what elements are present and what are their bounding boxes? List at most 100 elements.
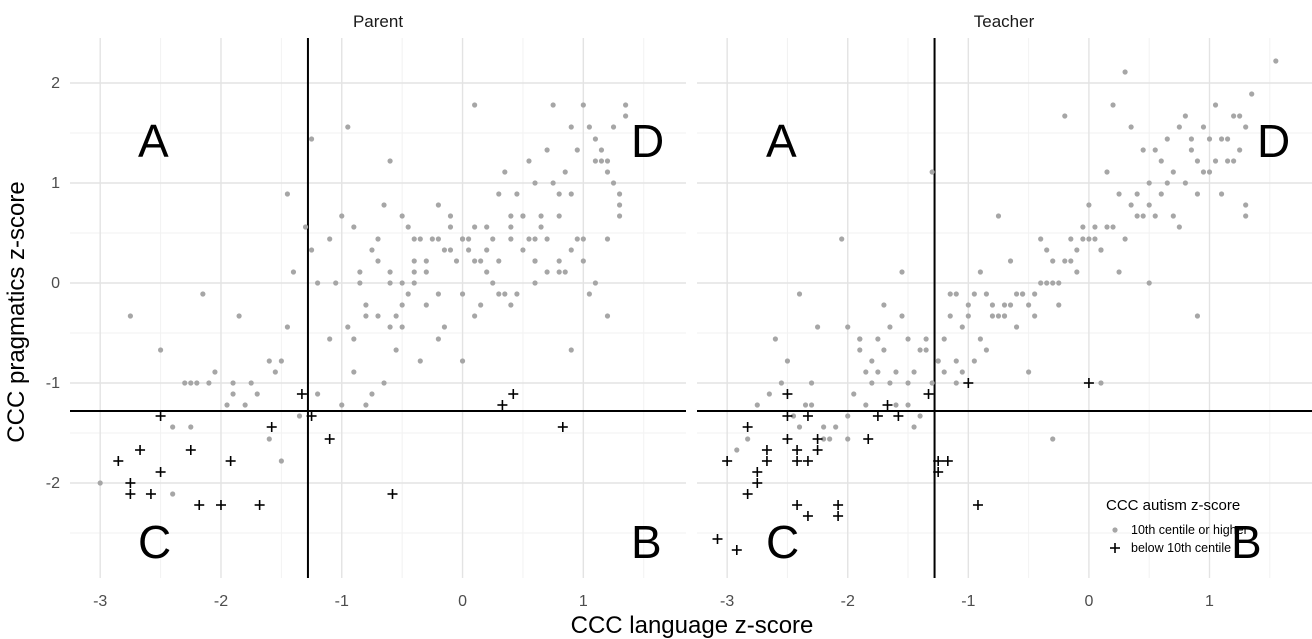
data-point xyxy=(1146,202,1152,208)
data-point xyxy=(568,124,574,130)
data-point xyxy=(447,213,454,219)
data-point xyxy=(796,291,803,297)
y-tick-label: 0 xyxy=(51,275,60,292)
data-point xyxy=(995,213,1002,219)
data-point-below-centile xyxy=(893,411,904,421)
data-point xyxy=(339,213,345,219)
data-point xyxy=(917,347,923,353)
data-point xyxy=(351,336,357,342)
data-point xyxy=(1134,191,1140,197)
data-point xyxy=(574,236,580,242)
data-point xyxy=(405,224,411,230)
data-point xyxy=(1050,258,1056,264)
data-point xyxy=(784,358,791,364)
data-point xyxy=(983,347,990,353)
data-point-below-centile xyxy=(254,500,265,510)
y-tick-label: -1 xyxy=(46,375,60,392)
x-axis-ticks: -3 -2 -1 0 1 -3 -2 -1 0 1 xyxy=(93,593,1214,610)
data-point xyxy=(538,224,544,230)
points xyxy=(97,102,629,510)
data-point-below-centile xyxy=(185,445,196,455)
data-point xyxy=(1200,124,1207,130)
data-point xyxy=(929,380,935,386)
data-point xyxy=(242,402,248,408)
data-point xyxy=(734,447,740,453)
data-point xyxy=(188,424,194,430)
quadrant-label-c: C xyxy=(766,516,799,568)
data-point xyxy=(520,213,526,219)
data-point xyxy=(459,236,466,242)
data-point xyxy=(508,213,514,219)
data-point xyxy=(441,324,448,330)
data-point xyxy=(941,369,947,375)
data-point-below-centile xyxy=(508,389,519,399)
data-point-below-centile xyxy=(863,434,874,444)
data-point xyxy=(1146,280,1152,286)
data-point xyxy=(592,136,599,142)
data-point xyxy=(484,269,490,275)
legend-plus-marker xyxy=(1110,543,1120,553)
data-point xyxy=(1176,124,1182,130)
data-point xyxy=(623,113,629,119)
data-point xyxy=(887,380,893,386)
data-point xyxy=(472,258,478,264)
data-point xyxy=(965,313,971,319)
data-point xyxy=(778,380,785,386)
data-point-below-centile xyxy=(792,456,803,466)
data-point xyxy=(1104,169,1110,175)
data-point xyxy=(157,347,164,353)
data-point xyxy=(1062,258,1068,264)
data-point-below-centile xyxy=(802,456,813,466)
data-point xyxy=(905,402,911,408)
data-point xyxy=(1249,91,1255,97)
data-point xyxy=(1158,191,1164,197)
data-point xyxy=(399,302,405,308)
data-point xyxy=(429,236,435,242)
data-point xyxy=(796,424,803,430)
data-point-below-centile xyxy=(782,411,793,421)
data-point xyxy=(435,202,441,208)
data-point-below-centile xyxy=(1083,378,1094,388)
data-point xyxy=(230,391,236,397)
data-point xyxy=(447,247,454,253)
data-point xyxy=(1062,113,1068,119)
data-point xyxy=(1164,136,1170,142)
data-point xyxy=(484,247,490,253)
data-point-below-centile xyxy=(923,389,934,399)
data-point xyxy=(97,480,103,486)
data-point xyxy=(520,247,526,253)
data-point xyxy=(453,258,460,264)
data-point xyxy=(532,180,538,186)
data-point xyxy=(827,436,833,442)
data-point xyxy=(1218,191,1225,197)
data-point-below-centile xyxy=(125,478,136,488)
data-point xyxy=(490,236,496,242)
data-point xyxy=(935,358,941,364)
data-point xyxy=(315,391,321,397)
data-point xyxy=(1158,158,1164,164)
x-tick-label: -3 xyxy=(720,593,734,610)
data-point xyxy=(616,213,623,219)
data-point xyxy=(375,236,381,242)
data-point xyxy=(971,291,977,297)
data-point xyxy=(308,136,315,142)
data-point xyxy=(1194,313,1201,319)
data-point xyxy=(745,436,751,442)
data-point xyxy=(423,269,429,275)
data-point xyxy=(472,224,478,230)
data-point-below-centile xyxy=(194,500,205,510)
y-tick-label: 1 xyxy=(51,175,60,192)
quadrant-label-a: A xyxy=(138,115,169,167)
data-point xyxy=(526,158,532,164)
data-point xyxy=(399,213,405,219)
data-point-below-centile xyxy=(942,456,953,466)
data-point xyxy=(417,358,423,364)
data-point-below-centile xyxy=(812,445,823,455)
data-point xyxy=(881,302,887,308)
data-point xyxy=(1050,436,1056,442)
data-point xyxy=(194,380,200,386)
data-point xyxy=(857,336,863,342)
data-point xyxy=(357,280,363,286)
data-point xyxy=(1224,136,1231,142)
data-point xyxy=(308,247,315,253)
